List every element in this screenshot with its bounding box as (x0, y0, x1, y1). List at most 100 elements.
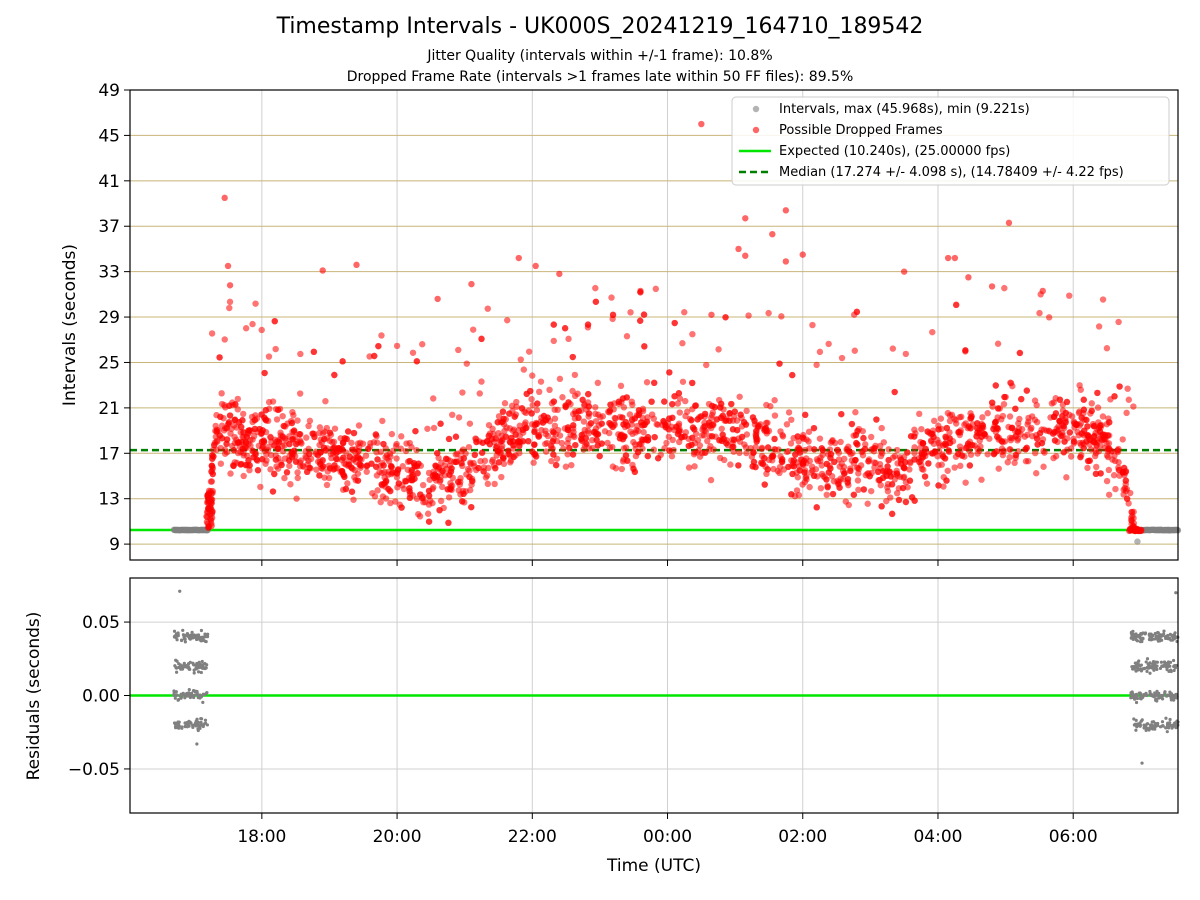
dropped-frame-point (1119, 436, 1126, 443)
dropped-frame-point (355, 422, 363, 429)
residual-point (191, 661, 195, 665)
dropped-frame-point (1066, 292, 1073, 299)
dropped-frame-point (783, 421, 791, 428)
dropped-frame-point (562, 402, 569, 409)
dropped-frame-point (965, 274, 972, 281)
dropped-frame-point (743, 407, 750, 415)
dropped-frame-point (460, 455, 468, 462)
interval-point (1134, 538, 1141, 545)
residual-point (181, 628, 185, 632)
dropped-frame-point (598, 420, 605, 427)
dropped-frame-point (368, 460, 375, 467)
residual-point (1145, 669, 1149, 673)
residual-point (1151, 660, 1156, 664)
dropped-frame-point (651, 433, 658, 441)
dropped-frame-point (1050, 454, 1057, 462)
dropped-frame-point (782, 258, 790, 265)
residual-point (200, 659, 204, 664)
dropped-frame-point (907, 433, 915, 440)
dropped-frame-point (288, 448, 295, 456)
dropped-frame-point (1110, 472, 1118, 479)
dropped-frame-point (218, 390, 225, 397)
dropped-frames-series (203, 120, 1145, 535)
dropped-frame-point (729, 443, 737, 451)
residual-point (191, 688, 196, 693)
dropped-frame-point (542, 430, 549, 438)
residual-point (1153, 727, 1157, 731)
residual-point (1168, 717, 1172, 722)
residual-point (1161, 723, 1165, 728)
dropped-frame-point (719, 431, 726, 438)
dropped-frame-point (416, 513, 424, 520)
dropped-frame-point (464, 465, 472, 473)
dropped-frame-point (556, 375, 564, 383)
residual-point (175, 670, 179, 674)
dropped-frame-point (353, 261, 360, 269)
dropped-frame-point (662, 424, 669, 431)
dropped-frame-point (845, 443, 852, 450)
residual-point (176, 697, 181, 702)
dropped-frame-point (940, 483, 947, 490)
residual-point (1154, 634, 1158, 638)
dropped-frame-point (1009, 382, 1016, 390)
dropped-frame-point (810, 424, 818, 432)
dropped-frame-point (1080, 406, 1088, 413)
dropped-frame-point (510, 453, 517, 461)
dropped-frame-point (701, 410, 709, 418)
residual-point (197, 670, 201, 674)
dropped-frame-point (861, 445, 869, 453)
dropped-frame-point (723, 440, 730, 447)
dropped-frame-point (550, 337, 557, 345)
dropped-frame-point (434, 449, 441, 457)
dropped-frame-point (958, 413, 965, 421)
dropped-frame-point (711, 403, 719, 411)
legend-label-expected: Expected (10.240s), (25.00000 fps) (779, 144, 1010, 159)
dropped-frame-point (467, 459, 474, 466)
dropped-frame-point (575, 414, 582, 422)
residual-point (1135, 696, 1140, 701)
dropped-frame-point (303, 434, 310, 441)
dropped-frame-point (475, 464, 482, 472)
dropped-frame-point (575, 408, 582, 415)
dropped-frame-point (256, 425, 263, 433)
dropped-frame-point (823, 476, 830, 483)
dropped-frame-point (957, 462, 964, 470)
dropped-frame-point (1033, 470, 1040, 477)
dropped-frame-point (558, 439, 565, 447)
dropped-frame-point (286, 440, 293, 448)
dropped-frame-point (473, 438, 480, 446)
dropped-frame-point (921, 473, 929, 480)
residual-point (203, 718, 208, 722)
dropped-frame-point (1104, 453, 1112, 461)
dropped-frame-point (561, 325, 569, 332)
residual-point (1134, 693, 1138, 697)
dropped-frame-point (549, 438, 556, 445)
dropped-frame-point (533, 406, 541, 414)
dropped-frame-point (891, 452, 899, 460)
dropped-frame-point (1123, 495, 1131, 502)
dropped-frame-point (650, 379, 658, 387)
dropped-frame-point (813, 504, 820, 511)
dropped-frame-point (355, 447, 362, 455)
dropped-frame-point (935, 426, 942, 433)
dropped-frame-point (498, 432, 505, 439)
dropped-frame-point (731, 408, 738, 415)
dropped-frame-point (696, 453, 704, 460)
residual-point (1172, 637, 1176, 641)
dropped-frame-point (708, 411, 716, 419)
residual-point (193, 722, 198, 726)
dropped-frame-point (1088, 400, 1095, 407)
dropped-frame-point (387, 462, 395, 470)
residual-point (199, 639, 203, 643)
dropped-frame-point (409, 349, 417, 356)
dropped-frame-point (745, 312, 752, 319)
dropped-frame-point (1014, 428, 1021, 436)
residual-point (174, 726, 178, 730)
dropped-frame-point (296, 390, 304, 397)
dropped-frame-point (465, 443, 473, 451)
dropped-frame-point (569, 353, 576, 361)
dropped-frame-point (752, 443, 759, 451)
dropped-frame-point (1129, 526, 1137, 534)
dropped-frame-point (507, 459, 514, 466)
dropped-frame-point (873, 416, 880, 423)
